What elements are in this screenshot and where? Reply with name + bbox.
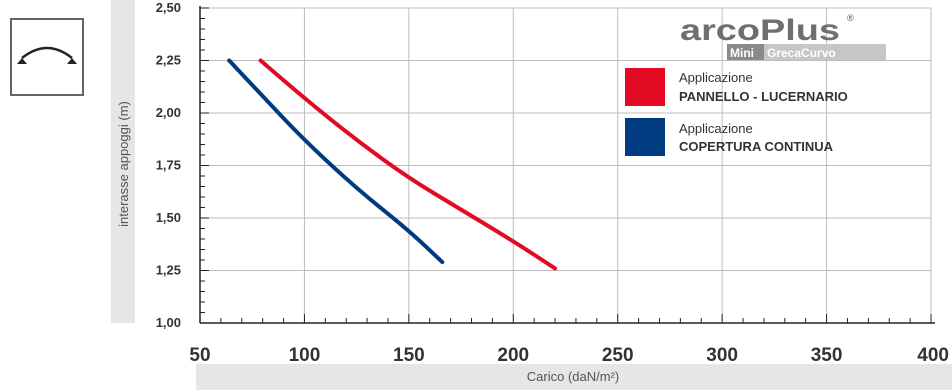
- y-tick-label: 1,25: [156, 263, 181, 278]
- logo-subtitle-band: [727, 44, 886, 60]
- x-tick-label: 200: [497, 345, 529, 366]
- legend-item-1-line2: PANNELLO - LUCERNARIO: [679, 89, 848, 104]
- x-tick-label: 100: [289, 345, 321, 366]
- y-tick-label: 2,25: [156, 53, 181, 68]
- y-axis-title: interasse appoggi (m): [116, 101, 131, 227]
- x-axis-title-background: [196, 364, 952, 390]
- grid: [200, 7, 932, 323]
- logo-brand: arcoPlus: [680, 14, 840, 47]
- x-tick-label: 150: [393, 345, 425, 366]
- logo-subtitle-mini-band: [727, 44, 764, 60]
- legend: Applicazione PANNELLO - LUCERNARIO Appli…: [625, 68, 848, 156]
- x-axis-title: Carico (daN/m²): [527, 369, 619, 384]
- y-tick-label: 2,50: [156, 0, 181, 15]
- y-axis-title-background: [111, 0, 135, 323]
- y-tick-label: 1,50: [156, 210, 181, 225]
- x-tick-label: 250: [602, 345, 634, 366]
- axes: [199, 6, 935, 324]
- curved-beam-supports-icon: [10, 18, 84, 96]
- logo-registered-mark: ®: [847, 13, 854, 23]
- logo-subtitle-rest: GrecaCurvo: [767, 46, 836, 60]
- arcoplus-logo: arcoPlus ® Mini GrecaCurvo: [680, 13, 886, 60]
- legend-item-2-line2: COPERTURA CONTINUA: [679, 139, 834, 154]
- legend-item-1-line1: Applicazione: [679, 70, 753, 85]
- series: [227, 58, 558, 271]
- tick-labels: 1,00 1,25 1,50 1,75 2,00 2,25 2,50 50 100 150 200 2…: [156, 0, 949, 366]
- series-line-copertura-continua: [227, 58, 445, 265]
- y-tick-label: 1,75: [156, 158, 181, 173]
- x-tick-label: 350: [811, 345, 843, 366]
- x-tick-label: 400: [917, 345, 949, 366]
- x-tick-label: 300: [706, 345, 738, 366]
- y-tick-label: 1,00: [156, 315, 181, 330]
- legend-swatch-blue: [625, 118, 665, 156]
- x-tick-label: 50: [189, 345, 210, 366]
- logo-subtitle-prefix: Mini: [730, 46, 754, 60]
- series-line-pannello-lucernario: [258, 58, 558, 271]
- y-tick-label: 2,00: [156, 105, 181, 120]
- legend-item-2-line1: Applicazione: [679, 121, 753, 136]
- legend-swatch-red: [625, 68, 665, 106]
